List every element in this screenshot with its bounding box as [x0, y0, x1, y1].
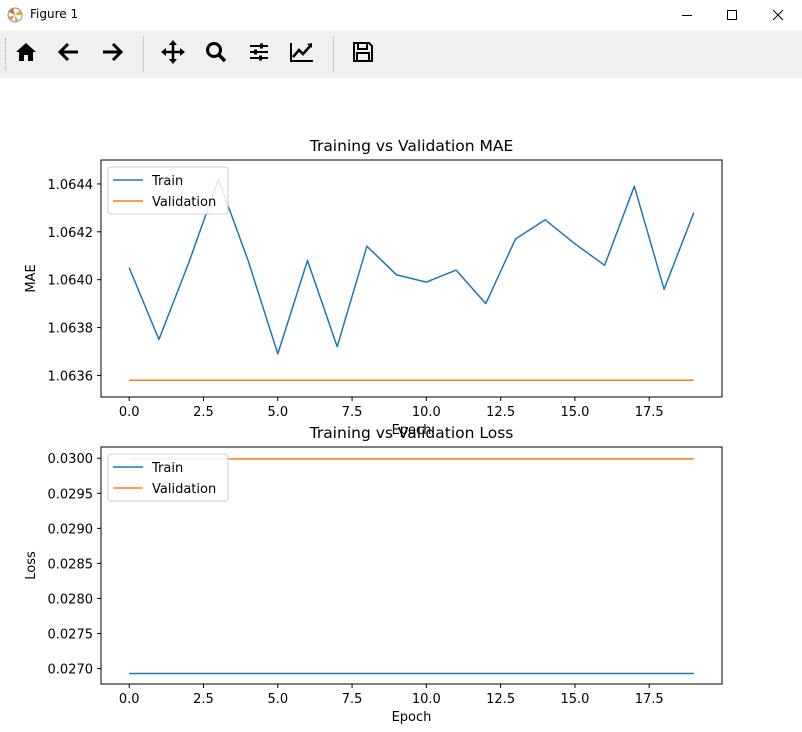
legend-label: Train: [151, 461, 183, 476]
y-tick-label: 1.0644: [48, 178, 94, 193]
axes-frame: [100, 446, 723, 685]
axes-frame: [100, 159, 723, 398]
save-icon: [351, 40, 375, 68]
forward-button[interactable]: [94, 36, 130, 72]
window-titlebar: Figure 1: [0, 0, 802, 30]
x-tick-label: 7.5: [342, 692, 363, 707]
y-tick-label: 1.0636: [48, 369, 94, 384]
figure-svg[interactable]: 0.0 2.5 5.0 7.5 10.0 12.5 15.0 17.5 1.0636 1.0638…: [0, 78, 802, 728]
legend-box: [107, 166, 229, 215]
x-tick-label: 2.5: [193, 405, 214, 420]
x-tick-label: 7.5: [342, 405, 363, 420]
x-tick-label: 15.0: [560, 405, 589, 420]
window-title: Figure 1: [30, 7, 79, 21]
back-icon: [57, 40, 81, 68]
matplotlib-app-icon: [7, 7, 23, 23]
back-button[interactable]: [51, 36, 87, 72]
toolbar-separator: [143, 36, 144, 72]
pan-icon: [160, 39, 186, 69]
x-tick-label: 10.0: [412, 405, 441, 420]
x-axis-label: Epoch: [392, 710, 432, 725]
y-tick-label: 0.0270: [48, 663, 94, 678]
zoom-icon: [204, 40, 228, 68]
toolbar-separator: [333, 36, 334, 72]
y-tick-label: 1.0638: [48, 322, 94, 337]
legend-label: Validation: [152, 195, 216, 210]
chart-title: Training vs Validation MAE: [309, 137, 514, 155]
y-tick-label: 0.0290: [48, 522, 94, 537]
y-tick-label: 1.0640: [48, 274, 94, 289]
y-tick-label: 0.0275: [48, 628, 94, 643]
configure-subplots-icon: [247, 40, 271, 68]
navigation-toolbar: [0, 30, 802, 79]
x-tick-label: 12.5: [486, 405, 515, 420]
x-tick-label: 0.0: [119, 405, 140, 420]
configure-subplots-button[interactable]: [241, 36, 277, 72]
close-button[interactable]: [755, 0, 801, 30]
pan-button[interactable]: [155, 36, 191, 72]
x-axis-label: Epoch: [392, 423, 432, 438]
home-icon: [14, 40, 38, 68]
minimize-button[interactable]: [664, 0, 710, 30]
x-tick-label: 0.0: [119, 692, 140, 707]
edit-axis-icon: [289, 40, 315, 68]
toolbar-grip[interactable]: [5, 38, 8, 70]
x-tick-label: 17.5: [635, 692, 664, 707]
close-icon: [772, 6, 784, 25]
home-button[interactable]: [8, 36, 44, 72]
legend-label: Train: [151, 174, 183, 189]
y-tick-label: 0.0300: [48, 452, 94, 467]
x-tick-label: 5.0: [267, 692, 288, 707]
x-tick-label: 17.5: [635, 405, 664, 420]
x-tick-label: 2.5: [193, 692, 214, 707]
x-tick-label: 15.0: [560, 692, 589, 707]
x-tick-label: 5.0: [267, 405, 288, 420]
save-button[interactable]: [345, 36, 381, 72]
y-tick-label: 0.0295: [48, 487, 94, 502]
maximize-button[interactable]: [709, 0, 755, 30]
y-axis-label: Loss: [24, 551, 39, 580]
edit-axis-button[interactable]: [284, 36, 320, 72]
forward-icon: [100, 40, 124, 68]
y-tick-label: 0.0280: [48, 592, 94, 607]
legend-label: Validation: [152, 482, 216, 497]
figure-canvas[interactable]: 0.0 2.5 5.0 7.5 10.0 12.5 15.0 17.5 1.0636 1.0638…: [0, 78, 802, 728]
minimize-icon: [681, 6, 693, 25]
y-tick-label: 1.0642: [48, 226, 94, 241]
chart-title: Training vs Validation Loss: [309, 424, 514, 442]
maximize-icon: [726, 6, 738, 25]
zoom-button[interactable]: [198, 36, 234, 72]
x-tick-label: 12.5: [486, 692, 515, 707]
y-axis-label: MAE: [24, 264, 39, 292]
y-tick-label: 0.0285: [48, 557, 94, 572]
x-tick-label: 10.0: [412, 692, 441, 707]
legend-box: [107, 453, 229, 502]
